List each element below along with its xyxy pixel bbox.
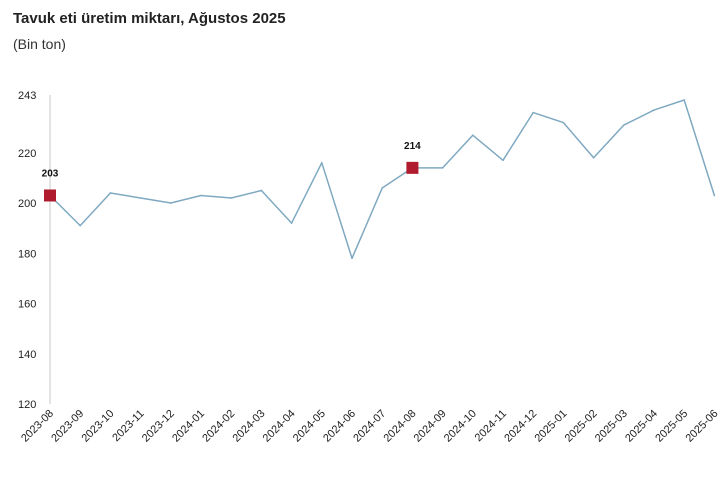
x-tick-label: 2024-10 bbox=[442, 408, 479, 445]
x-tick-label: 2024-12 bbox=[502, 408, 539, 445]
data-label: 214 bbox=[404, 141, 421, 152]
y-tick-label: 180 bbox=[18, 248, 36, 260]
data-point bbox=[592, 157, 595, 159]
y-axis: 120 140 160 180 200 220 243 bbox=[18, 90, 51, 411]
series-layer bbox=[49, 99, 716, 260]
x-tick-label: 2024-04 bbox=[261, 408, 298, 445]
data-point bbox=[441, 167, 444, 169]
y-tick-label: 200 bbox=[18, 198, 36, 210]
y-tick-label: 140 bbox=[18, 349, 36, 361]
y-tick-label: 220 bbox=[18, 148, 36, 160]
data-point bbox=[472, 134, 474, 136]
x-tick-label: 2025-01 bbox=[532, 408, 569, 445]
x-tick-label: 2023-12 bbox=[140, 408, 177, 445]
y-tick-label: 120 bbox=[18, 399, 36, 411]
data-point bbox=[381, 187, 384, 189]
data-point bbox=[321, 162, 323, 164]
data-point bbox=[290, 222, 293, 224]
x-tick-label: 2024-02 bbox=[200, 408, 237, 445]
data-point bbox=[683, 99, 685, 101]
x-tick-label: 2024-07 bbox=[351, 408, 388, 445]
data-point bbox=[653, 109, 655, 111]
data-point bbox=[260, 189, 263, 192]
marker-layer: 203 214 bbox=[42, 141, 421, 202]
data-point bbox=[139, 197, 142, 199]
chart-title: Tavuk eti üretim miktarı, Ağustos 2025 bbox=[13, 10, 286, 27]
data-point bbox=[230, 197, 232, 199]
data-point bbox=[562, 121, 565, 124]
data-point bbox=[200, 194, 202, 197]
x-tick-label: 2025-03 bbox=[593, 408, 630, 445]
highlight-marker bbox=[44, 189, 56, 202]
x-tick-label: 2025-02 bbox=[563, 408, 600, 445]
x-tick-label: 2023-10 bbox=[79, 408, 116, 445]
x-axis: 2023-082023-092023-102023-112023-122024-… bbox=[19, 408, 720, 445]
y-tick-label: 243 bbox=[18, 90, 36, 102]
data-point bbox=[713, 194, 716, 197]
data-label: 203 bbox=[42, 168, 59, 179]
data-point bbox=[502, 159, 504, 162]
x-tick-label: 2025-05 bbox=[653, 408, 690, 445]
x-tick-label: 2024-08 bbox=[381, 408, 418, 445]
data-point bbox=[79, 224, 81, 227]
data-point bbox=[170, 202, 172, 204]
series-line bbox=[49, 99, 716, 260]
x-tick-label: 2025-04 bbox=[623, 408, 660, 445]
y-tick-label: 160 bbox=[18, 299, 36, 311]
x-tick-label: 2023-09 bbox=[49, 408, 86, 445]
x-tick-label: 2024-09 bbox=[412, 408, 449, 445]
x-tick-label: 2024-01 bbox=[170, 408, 207, 445]
x-tick-label: 2023-08 bbox=[19, 408, 56, 445]
data-point bbox=[623, 124, 625, 126]
data-point bbox=[109, 192, 112, 194]
highlight-marker bbox=[406, 161, 419, 174]
x-tick-label: 2024-06 bbox=[321, 408, 358, 445]
data-point bbox=[351, 257, 353, 260]
x-tick-label: 2025-06 bbox=[683, 408, 720, 445]
x-tick-label: 2024-03 bbox=[230, 408, 267, 445]
x-tick-label: 2024-05 bbox=[291, 408, 328, 445]
chart-subtitle: (Bin ton) bbox=[13, 36, 66, 52]
data-point bbox=[532, 111, 534, 114]
